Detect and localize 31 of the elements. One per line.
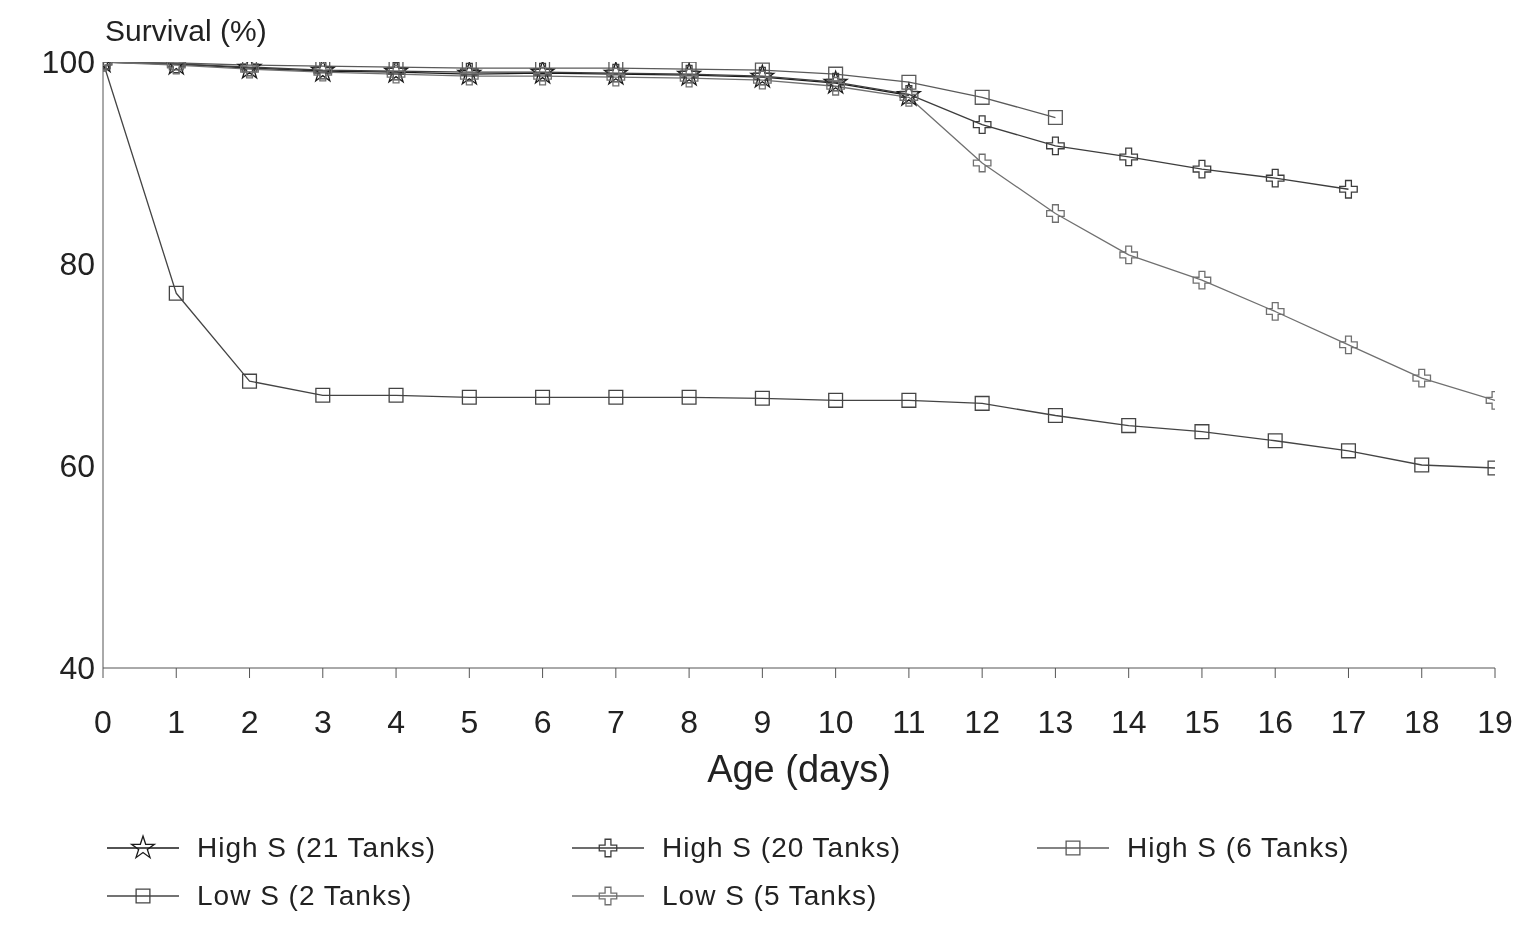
- x-axis-title: Age (days): [707, 748, 891, 790]
- x-tick-label: 1: [167, 703, 186, 740]
- y-tick-label: 80: [59, 246, 95, 283]
- x-tick-label: 19: [1477, 703, 1513, 740]
- x-tick-label: 18: [1403, 703, 1440, 740]
- legend-label: Low S (5 Tanks): [662, 880, 878, 912]
- x-tick-label: 9: [753, 703, 772, 740]
- y-tick-label: 60: [59, 448, 95, 485]
- x-tick-label: 10: [817, 703, 854, 740]
- legend-label: High S (20 Tanks): [662, 832, 902, 864]
- x-tick-label: 14: [1110, 703, 1147, 740]
- x-tick-label: 3: [313, 703, 332, 740]
- x-tick-label: 8: [680, 703, 698, 740]
- y-axis-title: Survival (%): [105, 14, 267, 48]
- legend-label: High S (6 Tanks): [1127, 832, 1350, 864]
- x-tick-label: 4: [387, 703, 405, 740]
- x-tick-label: 13: [1037, 703, 1074, 740]
- x-tick-label: 5: [460, 703, 479, 740]
- x-tick-label: 2: [240, 703, 259, 740]
- x-tick-label: 17: [1330, 703, 1367, 740]
- legend-label: High S (21 Tanks): [197, 832, 437, 864]
- x-tick-label: 16: [1257, 703, 1294, 740]
- x-tick-label: 7: [606, 703, 625, 740]
- x-tick-label: 12: [964, 703, 1000, 740]
- y-tick-label: 40: [59, 650, 95, 687]
- x-tick-label: 6: [533, 703, 552, 740]
- legend-label: Low S (2 Tanks): [197, 880, 413, 912]
- y-tick-label: 100: [41, 44, 95, 81]
- x-tick-label: 11: [892, 703, 926, 740]
- x-tick-label: 0: [94, 703, 112, 740]
- x-tick-label: 15: [1184, 703, 1220, 740]
